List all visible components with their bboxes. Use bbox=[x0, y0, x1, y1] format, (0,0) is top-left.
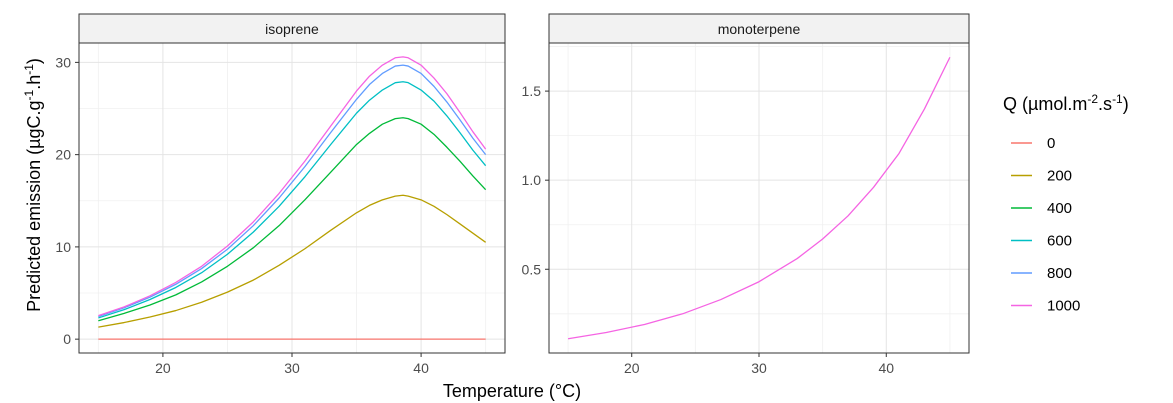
legend-label: 600 bbox=[1047, 233, 1072, 250]
legend-label: 200 bbox=[1047, 168, 1072, 185]
x-tick-label: 30 bbox=[284, 360, 300, 376]
x-tick-label: 20 bbox=[624, 360, 640, 376]
series-line-isoprene-800 bbox=[98, 64, 487, 318]
legend-entry: 1000 bbox=[1011, 298, 1080, 315]
legend-label: 0 bbox=[1047, 135, 1055, 152]
legend-label: 1000 bbox=[1047, 298, 1080, 315]
panel-isoprene: 20 30 40 0 10 20 30 isoprene bbox=[55, 13, 506, 376]
y-tick-label: 10 bbox=[55, 239, 71, 255]
facet-strip-label: isoprene bbox=[265, 21, 319, 37]
y-tick-label: 0.5 bbox=[522, 261, 542, 277]
legend-entry: 0 bbox=[1011, 135, 1055, 152]
legend: Q (µmol.m-2.s-1) 0 200 400 600 800 1000 bbox=[1003, 92, 1129, 315]
legend-title: Q (µmol.m-2.s-1) bbox=[1003, 92, 1129, 114]
legend-entries: 0 200 400 600 800 1000 bbox=[1011, 135, 1080, 315]
legend-label: 400 bbox=[1047, 200, 1072, 217]
x-tick-label: 30 bbox=[751, 360, 767, 376]
series-line-isoprene-200 bbox=[98, 194, 487, 328]
y-tick-label: 0 bbox=[63, 331, 71, 347]
x-tick-label: 20 bbox=[155, 360, 171, 376]
series-line-isoprene-400 bbox=[98, 117, 487, 322]
legend-entry: 200 bbox=[1011, 168, 1072, 185]
series-line-monoterpene-1000 bbox=[567, 56, 951, 340]
legend-label: 800 bbox=[1047, 265, 1072, 282]
y-axis-title: Predicted emission (µgC.g-1.h-1) bbox=[22, 58, 44, 312]
legend-entry: 600 bbox=[1011, 233, 1072, 250]
y-tick-label: 30 bbox=[55, 54, 71, 70]
panels: 20 30 40 0 10 20 30 isoprene 20 30 40 0.5 1.0 1.5 mono… bbox=[55, 13, 970, 376]
y-tick-label: 1.0 bbox=[522, 172, 542, 188]
y-tick-label: 1.5 bbox=[522, 83, 542, 99]
series-line-isoprene-1000 bbox=[98, 56, 487, 317]
x-axis-title: Temperature (°C) bbox=[443, 381, 581, 401]
x-tick-label: 40 bbox=[878, 360, 894, 376]
panel-monoterpene: 20 30 40 0.5 1.0 1.5 monoterpene bbox=[522, 13, 970, 376]
facet-strip bbox=[78, 13, 506, 44]
legend-entry: 800 bbox=[1011, 265, 1072, 282]
y-tick-label: 20 bbox=[55, 147, 71, 163]
facet-strip-label: monoterpene bbox=[718, 21, 801, 37]
series-line-isoprene-600 bbox=[98, 81, 487, 319]
facet-strip bbox=[548, 13, 970, 44]
x-tick-label: 40 bbox=[413, 360, 429, 376]
legend-entry: 400 bbox=[1011, 200, 1072, 217]
